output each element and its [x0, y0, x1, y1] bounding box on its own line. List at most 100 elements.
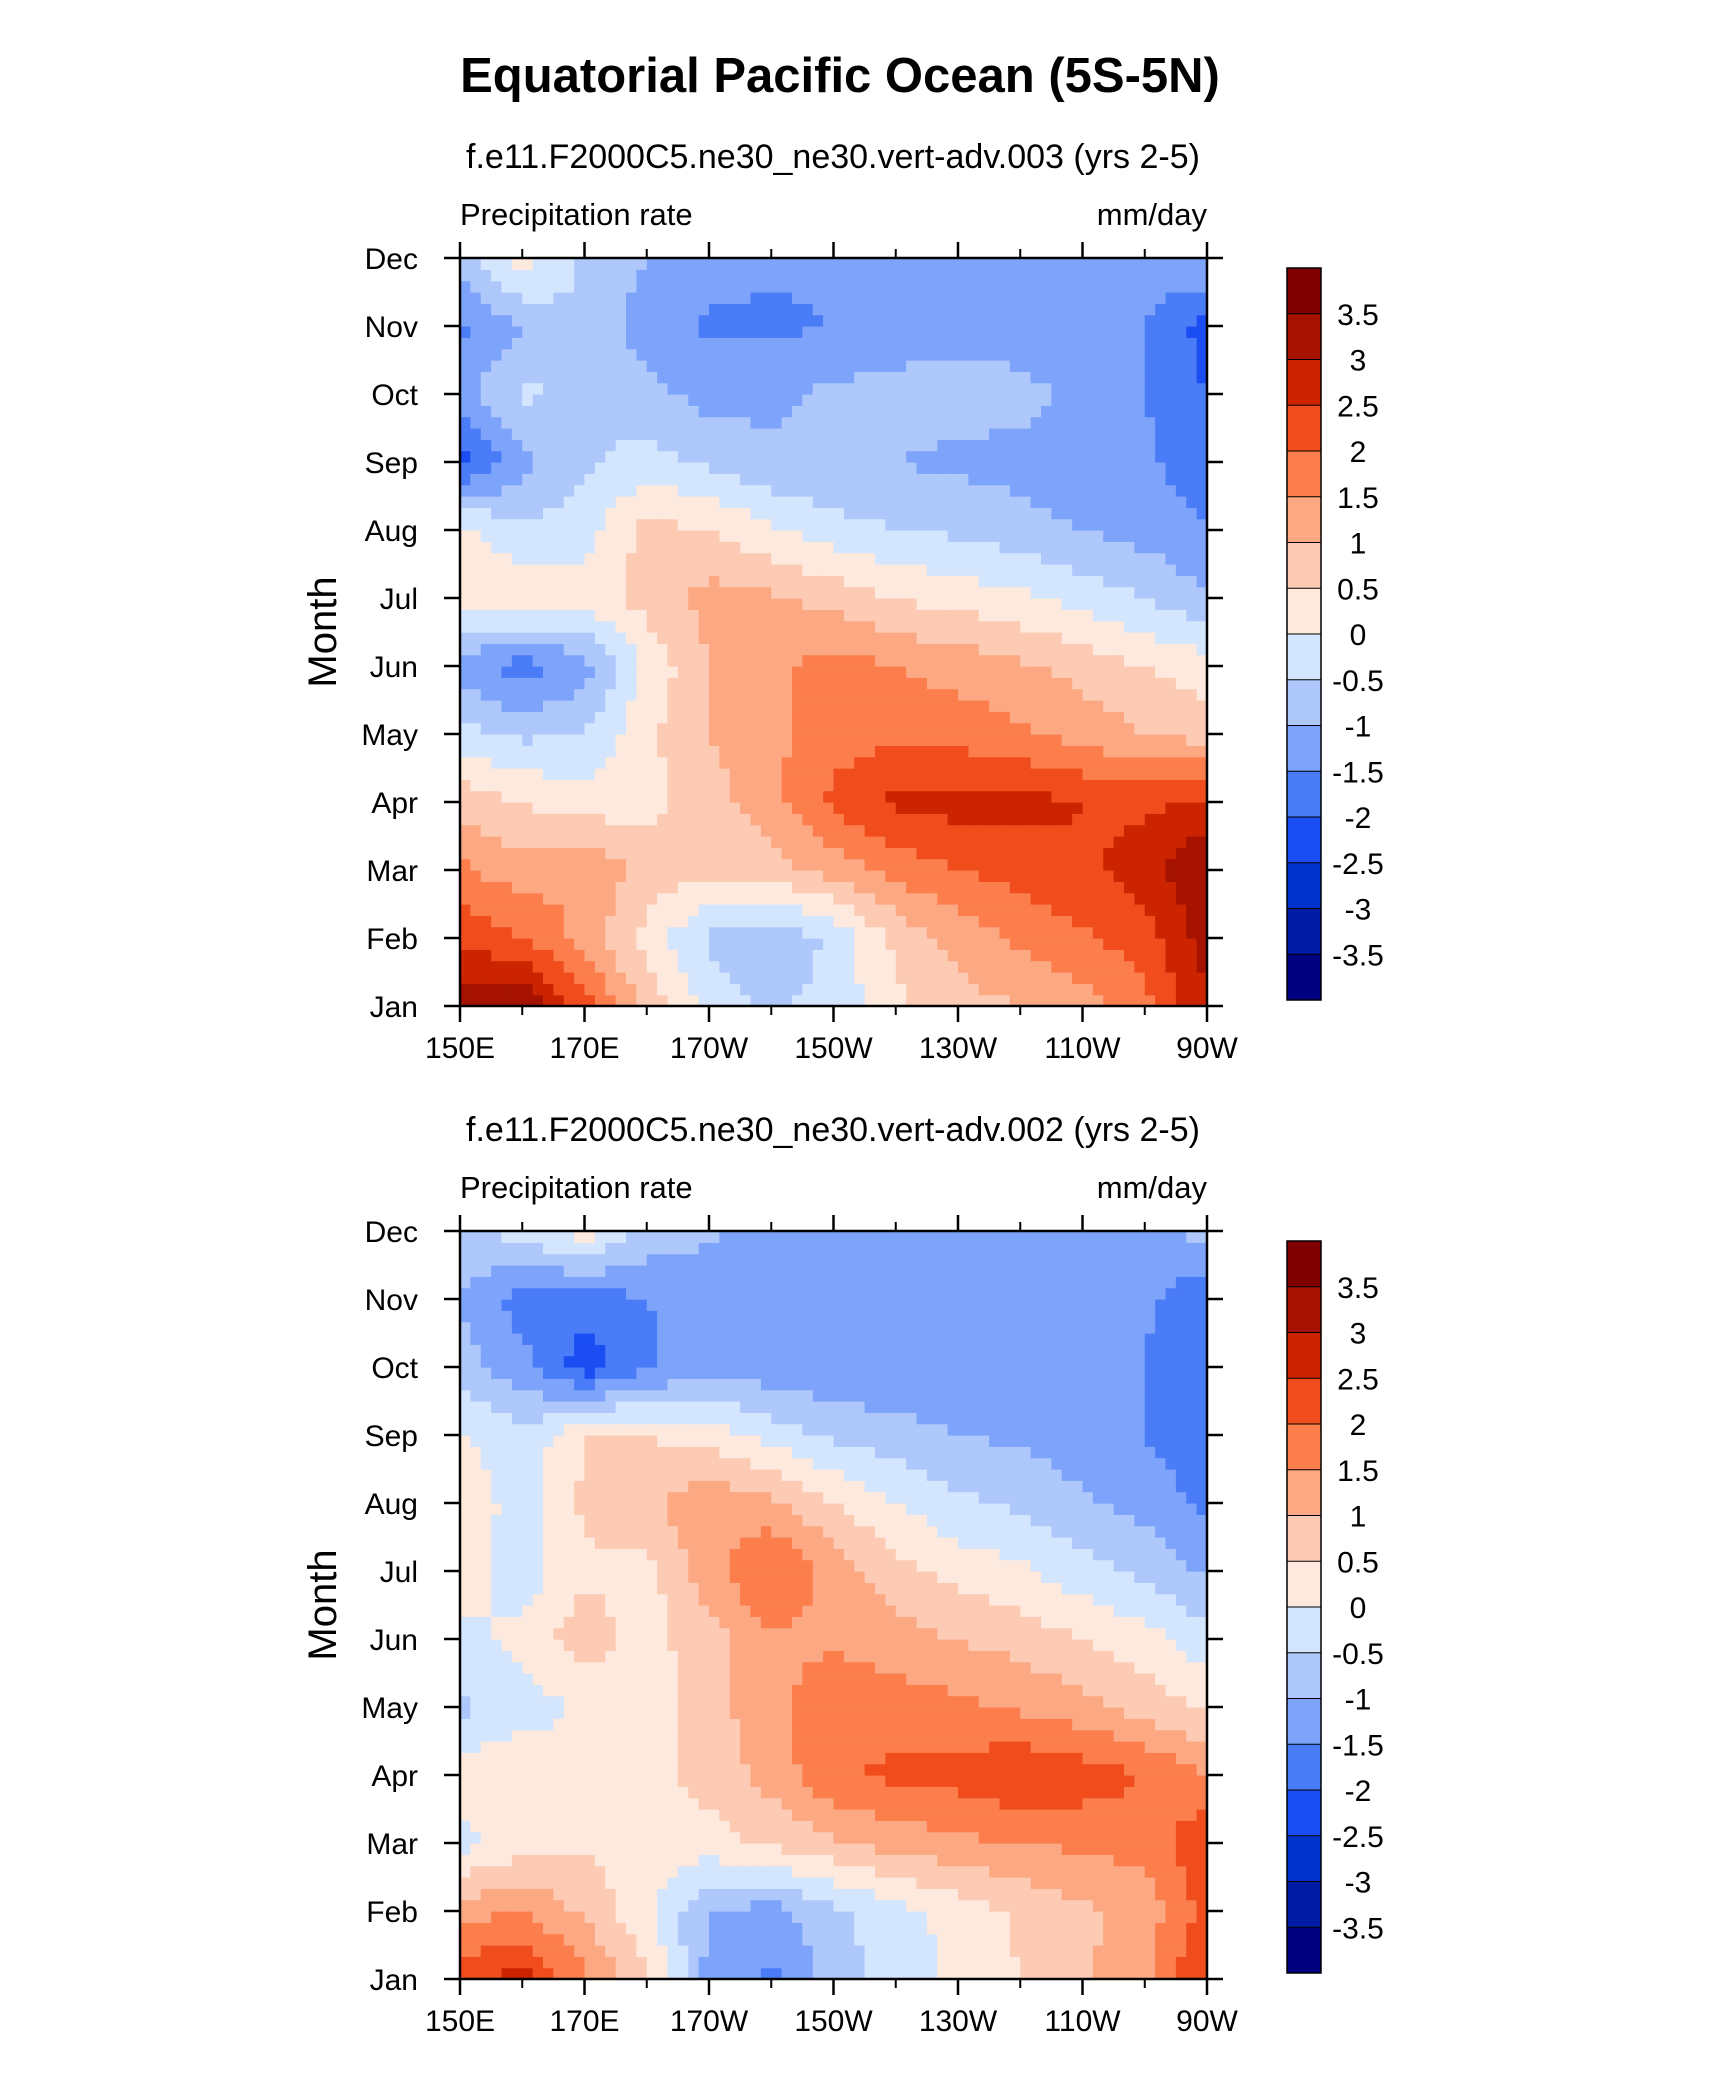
heatmap-cell	[823, 541, 835, 554]
heatmap-cell	[906, 734, 918, 746]
heatmap-cell	[999, 881, 1011, 894]
heatmap-cell	[480, 416, 492, 429]
heatmap-cell	[864, 382, 876, 395]
heatmap-cell	[968, 915, 980, 928]
heatmap-cell	[740, 507, 752, 520]
heatmap-cell	[584, 405, 596, 418]
heatmap-cell	[1144, 994, 1156, 1007]
heatmap-cell	[999, 280, 1011, 293]
heatmap-cell	[750, 779, 762, 792]
heatmap-cell	[480, 552, 492, 565]
heatmap-cell	[1175, 541, 1187, 554]
heatmap-cell	[895, 394, 907, 406]
heatmap-cell	[677, 530, 689, 542]
heatmap-cell	[833, 779, 845, 792]
heatmap-cell	[688, 484, 700, 497]
heatmap-cell	[781, 462, 793, 474]
heatmap-cell	[864, 745, 876, 758]
heatmap-cell	[999, 949, 1011, 962]
heatmap-cell	[1196, 530, 1208, 542]
heatmap-cell	[937, 303, 949, 316]
heatmap-cell	[1196, 1967, 1208, 1980]
heatmap-cell	[1009, 586, 1021, 599]
heatmap-cell	[677, 768, 689, 780]
heatmap-cell	[802, 824, 814, 837]
heatmap-cell	[501, 348, 513, 361]
heatmap-cell	[553, 280, 565, 293]
heatmap-cell	[1041, 382, 1052, 395]
heatmap-cell	[543, 904, 554, 916]
heatmap-cell	[885, 892, 897, 905]
heatmap-cell	[1092, 881, 1104, 894]
heatmap-cell	[750, 394, 762, 406]
heatmap-cell	[584, 722, 596, 735]
heatmap-cell	[1072, 530, 1084, 542]
heatmap-cell	[1186, 575, 1198, 588]
heatmap-cell	[926, 258, 938, 270]
heatmap-cell	[802, 870, 814, 882]
heatmap-cell	[1196, 983, 1208, 996]
heatmap-cell	[501, 904, 513, 916]
heatmap-cell	[1144, 892, 1156, 905]
heatmap-cell	[636, 1967, 648, 1980]
heatmap-cell	[823, 473, 835, 486]
heatmap-cell	[667, 813, 679, 826]
heatmap-cell	[1082, 960, 1094, 973]
heatmap-cell	[615, 722, 627, 735]
heatmap-cell	[1072, 586, 1084, 599]
heatmap-cell	[688, 360, 700, 372]
heatmap-cell	[843, 496, 855, 508]
heatmap-cell	[688, 1956, 700, 1969]
heatmap-cell	[926, 269, 938, 282]
heatmap-cell	[574, 745, 586, 758]
heatmap-cell	[812, 292, 824, 304]
heatmap-cell	[906, 949, 918, 962]
heatmap-cell	[823, 337, 835, 350]
heatmap-cell	[812, 416, 824, 429]
heatmap-cell	[501, 756, 513, 769]
heatmap-cell	[626, 915, 637, 928]
heatmap-cell	[1134, 1967, 1146, 1980]
heatmap-cell	[1196, 734, 1208, 746]
heatmap-cell	[532, 892, 544, 905]
heatmap-cell	[1092, 802, 1104, 814]
heatmap-cell	[1072, 518, 1084, 531]
heatmap-cell	[532, 382, 544, 395]
heatmap-cell	[677, 847, 689, 860]
heatmap-cell	[594, 870, 606, 882]
heatmap-cell	[460, 1956, 471, 1969]
heatmap-cell	[947, 790, 959, 803]
heatmap-cell	[1020, 258, 1032, 270]
heatmap-cell	[646, 734, 658, 746]
heatmap-cell	[760, 564, 772, 576]
chart-panel-2: f.e11.F2000C5.ne30_ne30.vert-adv.002 (yr…	[301, 1111, 1384, 2038]
heatmap-cell	[1092, 960, 1104, 973]
heatmap-cell	[854, 824, 866, 837]
heatmap-cell	[750, 938, 762, 950]
heatmap-cell	[1124, 994, 1135, 1007]
heatmap-cell	[1144, 620, 1156, 633]
heatmap-cell	[978, 756, 990, 769]
heatmap-cell	[1103, 847, 1115, 860]
heatmap-cell	[1103, 575, 1115, 588]
heatmap-cell	[698, 552, 710, 565]
heatmap-cell	[989, 598, 1001, 610]
heatmap-cell	[958, 994, 969, 1007]
heatmap-cell	[843, 949, 855, 962]
heatmap-cell	[1124, 462, 1135, 474]
heatmap-cell	[522, 428, 534, 440]
heatmap-cell	[864, 802, 876, 814]
heatmap-cell	[812, 439, 824, 452]
heatmap-cell	[522, 836, 534, 848]
heatmap-cell	[1165, 620, 1177, 633]
heatmap-cell	[657, 745, 669, 758]
heatmap-cell	[501, 643, 513, 656]
heatmap-cell	[864, 292, 876, 304]
heatmap-cell	[532, 575, 544, 588]
heatmap-cell	[999, 269, 1011, 282]
heatmap-cell	[543, 938, 554, 950]
heatmap-cell	[1124, 507, 1135, 520]
heatmap-cell	[750, 496, 762, 508]
heatmap-cell	[677, 836, 689, 848]
heatmap-cell	[760, 892, 772, 905]
